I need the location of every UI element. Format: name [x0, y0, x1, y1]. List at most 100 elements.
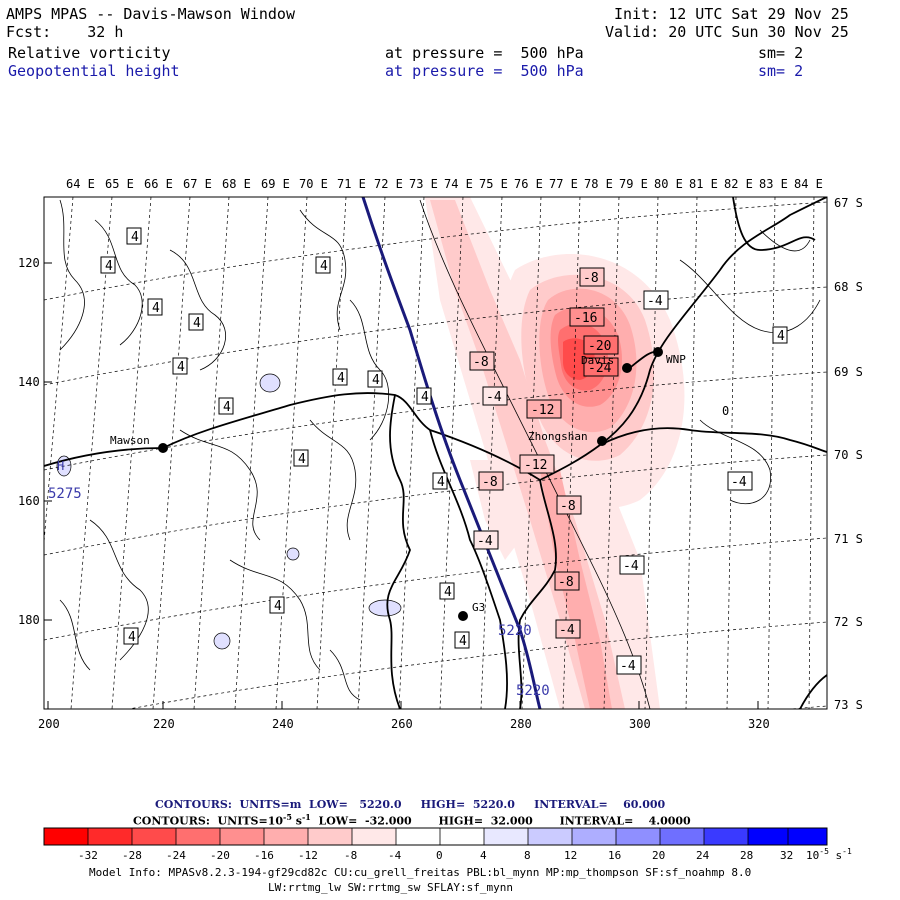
lat-label: 68 S	[834, 280, 863, 294]
label-box: 4	[147, 298, 163, 316]
colorbar-ticks: -32 -28 -24 -20 -16 -12 -8 -4 0 4 8 12 1…	[78, 847, 852, 862]
label-box: -8	[554, 571, 580, 591]
label-box: -4	[616, 655, 642, 675]
x-tick: 320	[748, 717, 770, 731]
label-box: -8	[579, 267, 605, 287]
svg-text:-4: -4	[731, 475, 747, 490]
station-label-wnp: WNP	[666, 353, 686, 366]
colorbar-tick: 20	[652, 849, 665, 862]
lat-label: 67 S	[834, 196, 863, 210]
colorbar-tick: -12	[298, 849, 318, 862]
lat-label: 73 S	[834, 698, 863, 712]
svg-text:4: 4	[777, 329, 785, 344]
y-tick: 160	[18, 494, 40, 508]
svg-text:-24: -24	[588, 361, 612, 376]
model-info-line2: LW:rrtmg_lw SW:rrtmg_sw SFLAY:sf_mynn	[268, 881, 514, 894]
lon-label: 72 E	[374, 177, 403, 191]
field1-name: Relative vorticity	[8, 44, 171, 62]
vorticity-shading	[425, 197, 685, 709]
x-tick: 200	[38, 717, 60, 731]
station-label-g3: G3	[472, 601, 485, 614]
x-tick: 280	[510, 717, 532, 731]
label-box: -16	[569, 307, 605, 327]
map-title: AMPS MPAS -- Davis-Mawson Window	[6, 5, 295, 23]
x-axis-labels: 200 220 240 260 280 300 320	[38, 717, 770, 731]
svg-text:4: 4	[105, 259, 113, 274]
init-value: 12 UTC Sat 29 Nov 25	[668, 5, 849, 23]
colorbar-tick: -28	[122, 849, 142, 862]
fcst-label: Fcst:	[6, 23, 52, 41]
field2-level: at pressure = 500 hPa	[385, 62, 584, 80]
label-box: 4	[454, 631, 470, 649]
valid-time: Valid: 20 UTC Sun 30 Nov 25	[605, 24, 849, 40]
lon-label: 79 E	[619, 177, 648, 191]
svg-text:-4: -4	[486, 390, 502, 405]
lon-label: 74 E	[444, 177, 473, 191]
svg-text:-12: -12	[524, 458, 547, 473]
lon-labels: 64 E 65 E 66 E 67 E 68 E 69 E 70 E 71 E …	[66, 177, 823, 191]
label-box: 4	[367, 370, 383, 388]
lon-label: 82 E	[724, 177, 753, 191]
svg-text:-4: -4	[559, 623, 575, 638]
label-box: -4	[619, 555, 645, 575]
lat-labels: 67 S 68 S 69 S 70 S 71 S 72 S 73 S	[834, 196, 863, 712]
svg-text:4: 4	[193, 316, 201, 331]
colorbar-tick: 16	[608, 849, 621, 862]
station-label-mawson: Mawson	[110, 434, 150, 447]
valid-label: Valid:	[605, 23, 660, 41]
y-tick: 120	[18, 256, 40, 270]
svg-text:-4: -4	[477, 534, 493, 549]
svg-text:4: 4	[459, 634, 467, 649]
map-plot-area: 4 4 4 4 4 4 4 4 4 4 4 4 4 4 4 4 4 -4 -4 …	[44, 197, 827, 709]
field2-name: Geopotential height	[8, 62, 180, 80]
svg-text:4: 4	[131, 230, 139, 245]
lat-lon-grid	[44, 197, 827, 709]
x-tick: 260	[391, 717, 413, 731]
lon-label: 65 E	[105, 177, 134, 191]
y-tick: 140	[18, 375, 40, 389]
lon-label: 67 E	[183, 177, 212, 191]
svg-text:4: 4	[337, 371, 345, 386]
colorbar-tick: -8	[344, 849, 357, 862]
svg-text:4: 4	[320, 259, 328, 274]
field1-smoothing: sm= 2	[758, 44, 804, 62]
valid-value: 20 UTC Sun 30 Nov 25	[668, 23, 849, 41]
x-tick: 220	[153, 717, 175, 731]
svg-text:-4: -4	[647, 294, 663, 309]
geopotential-contour-5220	[361, 197, 542, 709]
station-dot-g3	[458, 611, 468, 621]
height-label: 5275	[48, 486, 82, 502]
label-box: -4	[482, 386, 508, 406]
label-box: 4	[123, 627, 139, 645]
field2-smoothing: sm= 2	[758, 62, 804, 80]
label-box: 4	[100, 256, 116, 274]
label-box: -12	[519, 454, 555, 474]
forecast-hour-label: Fcst: 32 h	[6, 24, 123, 40]
lon-label: 76 E	[514, 177, 543, 191]
label-box: -8	[556, 495, 582, 515]
lon-label: 68 E	[222, 177, 251, 191]
svg-text:-16: -16	[574, 311, 597, 326]
svg-text:4: 4	[421, 390, 429, 405]
lat-label: 71 S	[834, 532, 863, 546]
lon-label: 77 E	[549, 177, 578, 191]
init-label: Init:	[614, 5, 660, 23]
label-box: 4	[218, 397, 234, 415]
svg-text:-8: -8	[473, 355, 489, 370]
label-box: -20	[583, 335, 619, 355]
vorticity-contour-info: CONTOURS: UNITS=10-5 s-1 LOW= -32.000 HI…	[133, 812, 691, 828]
height-label: 5220	[516, 683, 550, 699]
colorbar-tick: 4	[480, 849, 487, 862]
svg-text:-4: -4	[620, 659, 636, 674]
svg-text:4: 4	[298, 452, 306, 467]
colorbar-tick: -16	[254, 849, 274, 862]
colorbar-tick: -20	[210, 849, 230, 862]
fcst-value: 32 h	[87, 23, 124, 41]
station-label-zhongshan: Zhongshan	[528, 430, 588, 443]
lon-label: 78 E	[584, 177, 613, 191]
x-tick: 300	[629, 717, 651, 731]
svg-text:-20: -20	[588, 339, 611, 354]
svg-text:-8: -8	[560, 499, 576, 514]
label-box: 4	[439, 582, 455, 600]
